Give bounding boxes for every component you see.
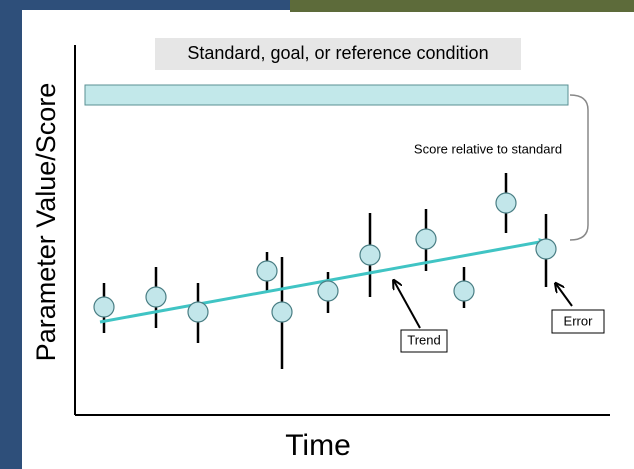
points — [93, 192, 557, 323]
top-strip — [0, 0, 290, 10]
annotation: Score relative to standard — [414, 141, 562, 156]
trend-arrow — [99, 238, 547, 324]
error-label: Error — [564, 313, 594, 328]
standard-bar — [84, 84, 569, 106]
photo-strip — [290, 0, 634, 12]
side-strip — [0, 0, 22, 469]
title-box — [155, 38, 521, 70]
title: Standard, goal, or reference condition — [187, 43, 488, 63]
y-axis-label: Parameter Value/Score — [31, 83, 61, 362]
trend-label: Trend — [407, 332, 440, 347]
trend-pointer — [394, 281, 421, 329]
x-axis-label: Time — [285, 429, 351, 462]
trend-box — [400, 329, 448, 353]
error-box — [551, 309, 605, 334]
brace — [569, 94, 589, 241]
error-pointer — [556, 284, 573, 307]
